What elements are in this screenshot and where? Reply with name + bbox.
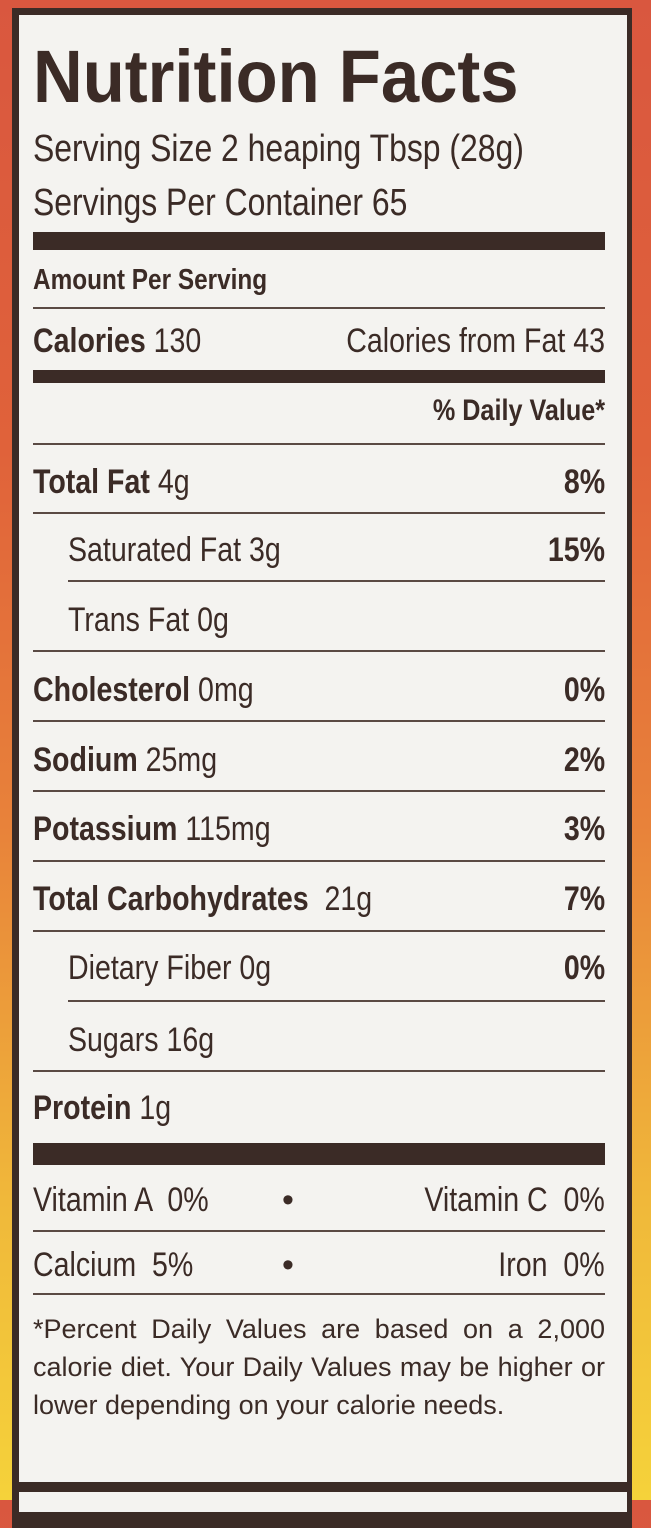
dv-potassium: 3% bbox=[563, 810, 605, 848]
divider bbox=[33, 512, 605, 514]
nutrient-cholesterol: Cholesterol 0mg bbox=[33, 671, 254, 709]
medium-divider bbox=[33, 370, 605, 383]
divider bbox=[68, 1000, 605, 1002]
dv-total-fat: 8% bbox=[563, 463, 605, 501]
lower-panel bbox=[19, 1492, 627, 1512]
calories-row: Calories 130 bbox=[33, 322, 202, 360]
divider bbox=[68, 580, 605, 582]
divider bbox=[33, 930, 605, 932]
label-title: Nutrition Facts bbox=[33, 35, 519, 118]
thick-divider bbox=[33, 232, 605, 250]
thick-divider bbox=[33, 1143, 605, 1165]
dv-sodium: 2% bbox=[563, 741, 605, 779]
divider bbox=[33, 307, 605, 309]
footnote: *Percent Daily Values are based on a 2,0… bbox=[33, 1314, 605, 1420]
nutrition-label-panel bbox=[19, 15, 627, 1482]
amount-per-serving: Amount Per Serving bbox=[33, 264, 268, 296]
vitamin-c: Vitamin C 0% bbox=[424, 1181, 605, 1219]
calories-from-fat: Calories from Fat 43 bbox=[346, 322, 605, 360]
divider bbox=[33, 443, 605, 445]
nutrient-sodium: Sodium 25mg bbox=[33, 741, 218, 779]
dv-saturated-fat: 15% bbox=[547, 531, 605, 569]
dv-dietary-fiber: 0% bbox=[563, 949, 605, 987]
bullet: • bbox=[282, 1181, 294, 1219]
servings-per-container: Servings Per Container 65 bbox=[33, 182, 408, 224]
serving-size: Serving Size 2 heaping Tbsp (28g) bbox=[33, 128, 524, 170]
nutrient-sugars: Sugars 16g bbox=[68, 1021, 215, 1059]
bullet: • bbox=[282, 1246, 294, 1284]
dv-total-carbohydrates: 7% bbox=[563, 880, 605, 918]
divider bbox=[33, 720, 605, 722]
nutrient-dietary-fiber: Dietary Fiber 0g bbox=[68, 949, 272, 987]
divider bbox=[33, 650, 605, 652]
dv-cholesterol: 0% bbox=[563, 671, 605, 709]
divider bbox=[33, 1293, 605, 1295]
iron: Iron 0% bbox=[498, 1246, 605, 1284]
nutrient-saturated-fat: Saturated Fat 3g bbox=[68, 531, 281, 569]
nutrient-trans-fat: Trans Fat 0g bbox=[68, 601, 229, 639]
vitamin-a: Vitamin A 0% bbox=[33, 1181, 209, 1219]
divider bbox=[33, 860, 605, 862]
divider bbox=[33, 790, 605, 792]
divider bbox=[33, 1070, 605, 1072]
nutrient-potassium: Potassium 115mg bbox=[33, 810, 271, 848]
nutrient-total-carbohydrates: Total Carbohydrates 21g bbox=[33, 880, 373, 918]
nutrient-total-fat: Total Fat 4g bbox=[33, 463, 190, 501]
calcium: Calcium 5% bbox=[33, 1246, 194, 1284]
nutrient-protein: Protein 1g bbox=[33, 1089, 172, 1127]
divider bbox=[33, 1230, 605, 1232]
daily-value-header: % Daily Value* bbox=[432, 394, 605, 427]
